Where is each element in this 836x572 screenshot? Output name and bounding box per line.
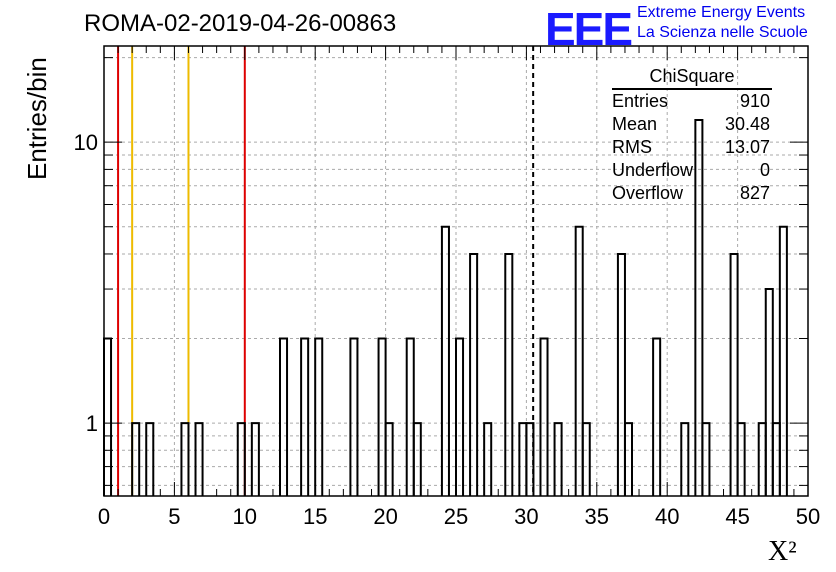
histogram-bin bbox=[103, 337, 113, 496]
histogram-bin bbox=[279, 337, 289, 496]
histogram-bin bbox=[623, 422, 633, 496]
histogram-bin bbox=[778, 225, 788, 496]
histogram-bin bbox=[553, 422, 563, 496]
histogram-bin bbox=[680, 422, 690, 496]
x-tick-label: 30 bbox=[514, 504, 538, 529]
histogram-bin bbox=[652, 337, 662, 496]
histogram-bin bbox=[469, 252, 479, 496]
y-tick-label: 1 bbox=[86, 411, 98, 436]
x-tick-label: 15 bbox=[303, 504, 327, 529]
histogram-bin bbox=[701, 422, 711, 496]
histogram-bin bbox=[314, 337, 324, 496]
histogram-bin bbox=[300, 337, 310, 496]
stats-row-overflow: Overflow 827 bbox=[612, 182, 770, 205]
histogram-bin bbox=[131, 422, 141, 496]
eee-logo-line2: La Scienza nelle Scuole bbox=[637, 24, 808, 41]
histogram-bin bbox=[764, 288, 774, 496]
x-axis-label: X² bbox=[768, 536, 797, 567]
histogram-bin bbox=[581, 422, 591, 496]
histogram-bin bbox=[250, 422, 260, 496]
histogram-bin bbox=[384, 422, 394, 496]
stats-value: 30.48 bbox=[724, 114, 770, 134]
x-tick-label: 5 bbox=[168, 504, 180, 529]
run-title: ROMA-02-2019-04-26-00863 bbox=[84, 10, 397, 37]
eee-logo-line1: Extreme Energy Events bbox=[637, 4, 806, 21]
y-tick-label: 10 bbox=[74, 130, 98, 155]
histogram-bin bbox=[349, 337, 359, 496]
stats-label: RMS bbox=[612, 137, 652, 157]
x-tick-label: 40 bbox=[655, 504, 679, 529]
stats-value: 13.07 bbox=[724, 137, 770, 157]
x-tick-label: 35 bbox=[585, 504, 609, 529]
stats-row-entries: Entries 910 bbox=[612, 90, 770, 113]
stats-label: Entries bbox=[612, 91, 669, 111]
stats-label: Overflow bbox=[612, 183, 684, 203]
histogram-bin bbox=[525, 422, 535, 496]
histogram-bin bbox=[440, 225, 450, 496]
x-tick-label: 20 bbox=[373, 504, 397, 529]
histogram-bin bbox=[694, 118, 704, 496]
x-tick-label: 0 bbox=[98, 504, 110, 529]
stats-value: 0 bbox=[759, 160, 770, 180]
x-tick-label: 25 bbox=[444, 504, 468, 529]
histogram-bin bbox=[504, 252, 514, 496]
eee-logo: EEE bbox=[545, 3, 633, 55]
stats-label: Underflow bbox=[612, 160, 694, 180]
histogram-bin bbox=[180, 422, 190, 496]
histogram-bin bbox=[405, 337, 415, 496]
histogram-bin bbox=[412, 422, 422, 496]
histogram-bin bbox=[616, 252, 626, 496]
histogram-bin bbox=[483, 422, 493, 496]
x-tick-label: 45 bbox=[725, 504, 749, 529]
stats-value: 827 bbox=[739, 183, 770, 203]
stats-value: 910 bbox=[739, 91, 770, 111]
stats-row-rms: RMS 13.07 bbox=[612, 136, 770, 159]
histogram-bin bbox=[236, 422, 246, 496]
histogram-bin bbox=[574, 225, 584, 496]
x-tick-label: 50 bbox=[796, 504, 820, 529]
stats-row-mean: Mean 30.48 bbox=[612, 113, 770, 136]
histogram-bin bbox=[194, 422, 204, 496]
histogram-bin bbox=[377, 337, 387, 496]
histogram-bin bbox=[145, 422, 155, 496]
stats-row-underflow: Underflow 0 bbox=[612, 159, 770, 182]
y-axis-label: Entries/bin bbox=[22, 57, 52, 180]
histogram-bin bbox=[539, 337, 549, 496]
histogram-bin bbox=[736, 422, 746, 496]
histogram-bin bbox=[455, 337, 465, 496]
stats-box: ChiSquare Entries 910 Mean 30.48 RMS 13.… bbox=[612, 66, 772, 205]
stats-title: ChiSquare bbox=[612, 66, 772, 90]
x-tick-label: 10 bbox=[233, 504, 257, 529]
histogram-bin bbox=[729, 252, 739, 496]
stats-label: Mean bbox=[612, 114, 658, 134]
